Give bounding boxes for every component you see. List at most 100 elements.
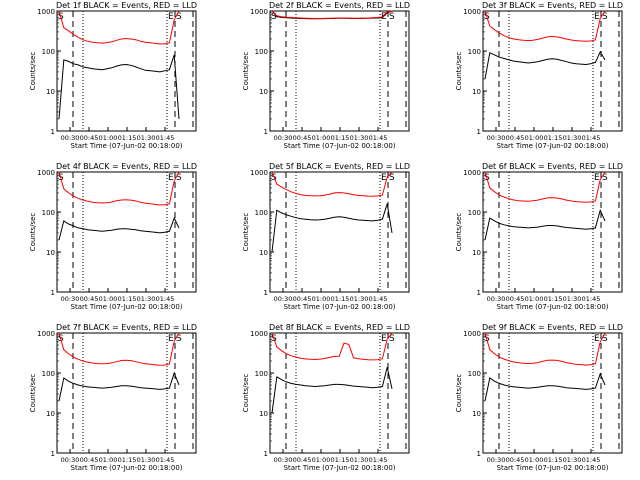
x-tick-label: 01:45	[369, 134, 388, 142]
y-tick-label: 100	[42, 48, 55, 56]
y-tick-label: 10	[472, 88, 481, 96]
x-tick-label: 01:30	[350, 134, 369, 142]
end-marker-label: E	[381, 12, 387, 22]
x-tick-label: 01:45	[156, 295, 175, 303]
x-axis-label: Start Time (07-Jun-02 00:18:00)	[284, 142, 396, 150]
x-tick-label: 01:00	[525, 295, 544, 303]
chart-panel-7f: Det 7f BLACK = Events, RED = LLD 1 10 100 10…	[29, 323, 197, 472]
chart-panel-8f: Det 8f BLACK = Events, RED = LLD 1 10 100 10…	[242, 323, 410, 472]
chart-title: Det 6f BLACK = Events, RED = LLD	[482, 162, 623, 171]
x-tick-label: 01:30	[137, 134, 156, 142]
y-tick-label: 1	[477, 128, 481, 136]
x-tick-label: 00:30	[61, 134, 80, 142]
x-tick-label: 00:45	[506, 456, 525, 464]
x-tick-label: 01:45	[369, 456, 388, 464]
series-line-events	[58, 54, 180, 120]
x-tick-label: 01:00	[99, 134, 118, 142]
y-tick-label: 1000	[37, 330, 55, 338]
series-line-events	[58, 371, 180, 402]
x-tick-label: 00:30	[274, 456, 293, 464]
y-tick-label: 1000	[250, 169, 268, 177]
y-tick-label: 10	[46, 410, 55, 418]
x-tick-label: 01:45	[582, 134, 601, 142]
chart-title: Det 8f BLACK = Events, RED = LLD	[269, 323, 410, 332]
x-tick-label: 00:45	[80, 456, 99, 464]
x-tick-label: 01:30	[563, 456, 582, 464]
x-tick-label: 01:45	[582, 456, 601, 464]
y-tick-label: 1	[264, 128, 268, 136]
y-axis-label: Counts/sec	[242, 52, 250, 91]
x-tick-label: 01:30	[137, 295, 156, 303]
y-tick-label: 10	[259, 249, 268, 257]
chart-panel-1f: Det 1f BLACK = Events, RED = LLD 1 10 100 10…	[29, 1, 197, 150]
y-tick-label: 100	[468, 370, 481, 378]
x-tick-label: 01:30	[350, 456, 369, 464]
y-tick-label: 100	[42, 370, 55, 378]
chart-title: Det 7f BLACK = Events, RED = LLD	[56, 323, 197, 332]
x-axis-label: Start Time (07-Jun-02 00:18:00)	[497, 142, 609, 150]
x-tick-label: 01:45	[156, 134, 175, 142]
x-tick-label: 00:45	[80, 134, 99, 142]
y-tick-label: 10	[259, 410, 268, 418]
stop-marker-label: S	[602, 173, 608, 183]
y-tick-label: 100	[468, 48, 481, 56]
end-marker-label: E	[594, 334, 600, 344]
y-tick-label: 1	[51, 450, 55, 458]
x-tick-label: 01:30	[137, 456, 156, 464]
x-tick-label: 00:30	[487, 295, 506, 303]
y-tick-label: 10	[472, 249, 481, 257]
y-axis-label: Counts/sec	[242, 374, 250, 413]
y-tick-label: 10	[472, 410, 481, 418]
series-line-lld	[58, 332, 180, 366]
y-tick-label: 1	[264, 450, 268, 458]
y-axis-label: Counts/sec	[29, 374, 37, 413]
x-tick-label: 00:30	[61, 295, 80, 303]
x-tick-label: 01:45	[369, 295, 388, 303]
x-tick-label: 00:45	[80, 295, 99, 303]
y-tick-label: 1000	[250, 330, 268, 338]
series-line-lld	[484, 10, 606, 42]
y-tick-label: 1000	[463, 169, 481, 177]
y-tick-label: 100	[255, 48, 268, 56]
x-tick-label: 01:15	[118, 295, 137, 303]
y-tick-label: 1000	[250, 8, 268, 16]
series-line-events	[484, 372, 606, 402]
y-tick-label: 1	[51, 128, 55, 136]
x-tick-label: 01:00	[312, 134, 331, 142]
end-marker-label: E	[594, 12, 600, 22]
x-tick-label: 01:15	[544, 295, 563, 303]
stop-marker-label: S	[389, 173, 395, 183]
x-tick-label: 01:15	[118, 134, 137, 142]
x-tick-label: 01:45	[582, 295, 601, 303]
x-tick-label: 01:00	[99, 295, 118, 303]
x-tick-label: 00:45	[293, 456, 312, 464]
y-axis-label: Counts/sec	[242, 213, 250, 252]
end-marker-label: E	[381, 334, 387, 344]
y-tick-label: 1	[264, 289, 268, 297]
series-line-lld	[484, 332, 606, 366]
stop-marker-label: S	[602, 334, 608, 344]
x-tick-label: 00:45	[506, 134, 525, 142]
end-marker-label: E	[168, 173, 174, 183]
y-tick-label: 1000	[463, 8, 481, 16]
x-tick-label: 01:00	[99, 456, 118, 464]
x-tick-label: 00:45	[506, 295, 525, 303]
start-marker-label: S	[271, 12, 277, 22]
chart-panel-5f: Det 5f BLACK = Events, RED = LLD 1 10 100 10…	[242, 162, 410, 311]
y-tick-label: 100	[42, 209, 55, 217]
series-line-lld	[58, 10, 180, 45]
x-tick-label: 01:30	[563, 295, 582, 303]
x-tick-label: 00:30	[61, 456, 80, 464]
end-marker-label: E	[168, 12, 174, 22]
chart-panel-4f: Det 4f BLACK = Events, RED = LLD 1 10 100 10…	[29, 162, 197, 311]
chart-panel-2f: Det 2f BLACK = Events, RED = LLD 1 10 100 10…	[242, 1, 410, 150]
end-marker-label: E	[594, 173, 600, 183]
stop-marker-label: S	[176, 173, 182, 183]
y-axis-label: Counts/sec	[455, 52, 463, 91]
y-axis-label: Counts/sec	[29, 213, 37, 252]
y-axis-label: Counts/sec	[455, 374, 463, 413]
y-tick-label: 10	[259, 88, 268, 96]
x-tick-label: 01:15	[118, 456, 137, 464]
x-tick-label: 00:30	[274, 295, 293, 303]
